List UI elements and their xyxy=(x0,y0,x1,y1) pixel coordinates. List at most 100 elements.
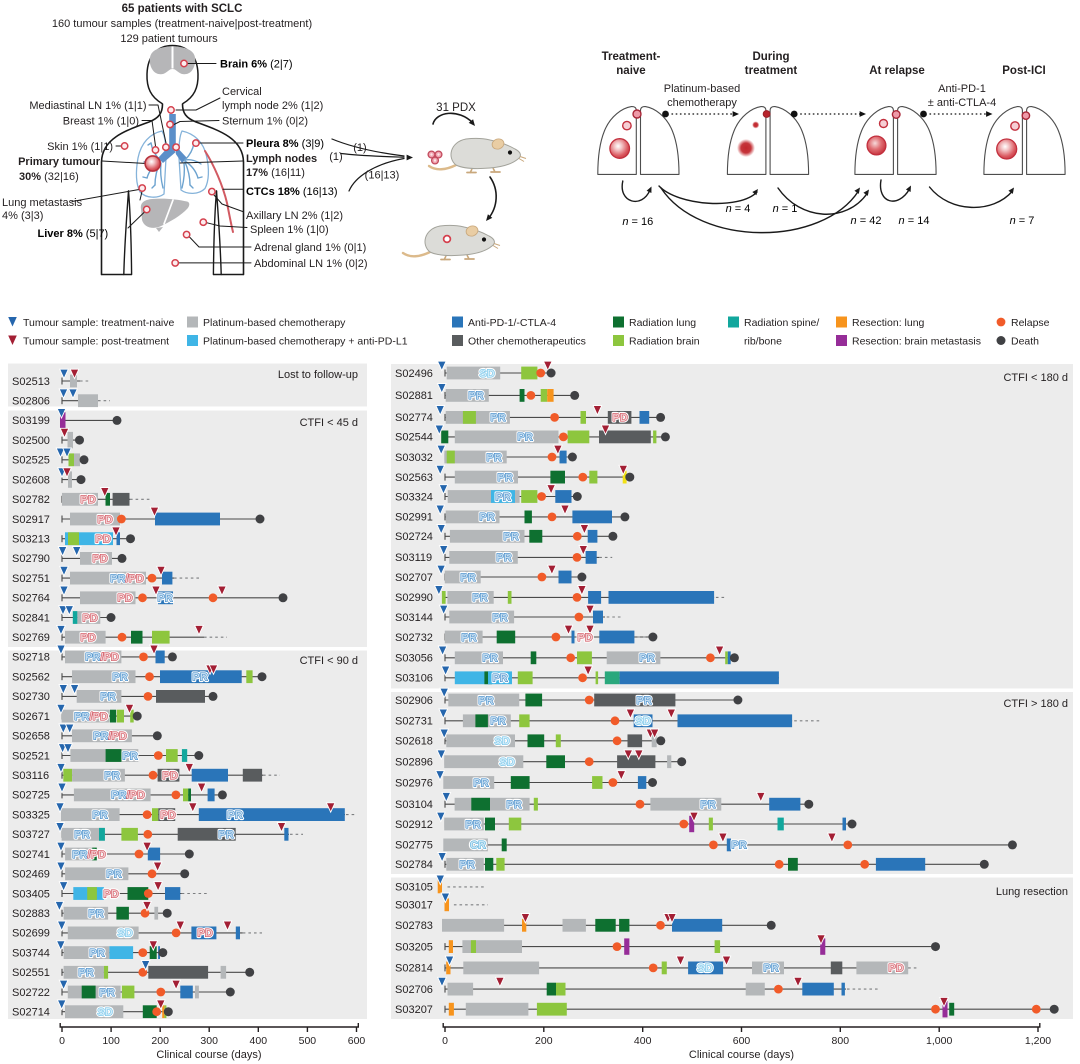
svg-text:PD: PD xyxy=(95,534,110,546)
svg-text:(1): (1) xyxy=(353,142,366,154)
svg-text:PR: PR xyxy=(465,819,480,831)
svg-text:PR: PR xyxy=(486,452,501,464)
svg-text:S03144: S03144 xyxy=(395,612,433,624)
svg-text:S02671: S02671 xyxy=(12,711,50,723)
svg-text:S03405: S03405 xyxy=(12,888,50,900)
svg-text:(16|13): (16|13) xyxy=(365,170,400,182)
svg-text:CTFI < 90 d: CTFI < 90 d xyxy=(300,655,358,667)
svg-text:S02783: S02783 xyxy=(395,920,433,932)
svg-text:S02730: S02730 xyxy=(12,691,50,703)
svg-text:PR: PR xyxy=(112,672,127,684)
svg-text:PR/PD: PR/PD xyxy=(85,652,119,664)
svg-text:S02699: S02699 xyxy=(12,928,50,940)
svg-text:PR: PR xyxy=(506,799,521,811)
svg-text:PR: PR xyxy=(100,691,115,703)
svg-text:Mediastinal LN 1% (1|1): Mediastinal LN 1% (1|1) xyxy=(29,100,146,112)
svg-text:PD: PD xyxy=(612,412,627,424)
svg-text:S02563: S02563 xyxy=(395,472,433,484)
svg-text:SD: SD xyxy=(494,736,509,748)
svg-text:S02731: S02731 xyxy=(395,716,433,728)
svg-text:S02976: S02976 xyxy=(395,777,433,789)
svg-text:Platinum-based chemotherapy +: Platinum-based chemotherapy + anti-PD-L1 xyxy=(203,336,408,348)
svg-text:PR: PR xyxy=(106,869,121,881)
svg-text:PD: PD xyxy=(577,632,592,644)
svg-text:Resection: brain metastasis: Resection: brain metastasis xyxy=(852,336,981,348)
svg-text:PR/PD: PR/PD xyxy=(93,731,127,743)
svg-text:PR: PR xyxy=(497,472,512,484)
svg-text:Radiation spine/: Radiation spine/ xyxy=(744,317,819,329)
svg-text:During: During xyxy=(752,51,789,63)
svg-text:S03207: S03207 xyxy=(395,1004,433,1016)
svg-text:PR: PR xyxy=(468,390,483,402)
svg-text:PR: PR xyxy=(89,947,104,959)
svg-text:Lost to follow-up: Lost to follow-up xyxy=(278,369,358,381)
svg-text:chemotherapy: chemotherapy xyxy=(667,97,737,109)
svg-text:SD: SD xyxy=(117,928,132,940)
svg-text:PR: PR xyxy=(490,412,505,424)
svg-text:PR: PR xyxy=(218,829,233,841)
svg-text:PR: PR xyxy=(122,750,137,762)
svg-text:n = 16: n = 16 xyxy=(622,216,653,228)
svg-text:Breast 1% (1|0): Breast 1% (1|0) xyxy=(63,116,139,128)
svg-text:PR: PR xyxy=(78,967,93,979)
svg-text:PD: PD xyxy=(82,612,97,624)
svg-text:PR/PD: PR/PD xyxy=(111,790,145,802)
svg-text:PR: PR xyxy=(492,673,507,685)
svg-text:± anti-CTLA-4: ± anti-CTLA-4 xyxy=(928,97,996,109)
svg-text:400: 400 xyxy=(250,1035,268,1047)
svg-text:PR: PR xyxy=(482,653,497,665)
svg-text:PR: PR xyxy=(482,653,497,665)
svg-text:Resection: lung: Resection: lung xyxy=(852,317,925,329)
svg-text:S02618: S02618 xyxy=(395,736,433,748)
svg-text:PR: PR xyxy=(517,432,532,444)
svg-text:S03017: S03017 xyxy=(395,900,433,912)
svg-text:SD: SD xyxy=(117,928,132,940)
svg-text:0: 0 xyxy=(442,1035,448,1047)
svg-text:PR: PR xyxy=(473,777,488,789)
svg-text:S02658: S02658 xyxy=(12,731,50,743)
svg-text:SD: SD xyxy=(494,736,509,748)
svg-text:n = 4: n = 4 xyxy=(726,203,751,215)
svg-text:Death: Death xyxy=(1011,336,1039,348)
svg-text:S02883: S02883 xyxy=(12,908,50,920)
svg-text:n = 14: n = 14 xyxy=(899,215,930,227)
svg-text:SD: SD xyxy=(499,757,514,769)
svg-text:S02722: S02722 xyxy=(12,987,50,999)
svg-text:PR: PR xyxy=(473,777,488,789)
svg-text:PR: PR xyxy=(459,859,474,871)
svg-text:S03325: S03325 xyxy=(12,809,50,821)
svg-text:PR: PR xyxy=(157,593,172,605)
svg-text:PR/PD: PR/PD xyxy=(74,711,108,723)
svg-text:PR: PR xyxy=(88,908,103,920)
svg-text:PR: PR xyxy=(503,531,518,543)
svg-text:PR: PR xyxy=(227,809,242,821)
svg-text:Pleura 8% (3|9): Pleura 8% (3|9) xyxy=(246,138,324,150)
svg-text:PR: PR xyxy=(478,695,493,707)
svg-text:S03119: S03119 xyxy=(395,552,432,564)
svg-text:PR: PR xyxy=(506,799,521,811)
svg-text:S02562: S02562 xyxy=(12,672,50,684)
svg-text:S02991: S02991 xyxy=(395,512,433,524)
svg-text:Lung resection: Lung resection xyxy=(996,886,1068,898)
svg-text:PR: PR xyxy=(478,695,493,707)
svg-text:S03105: S03105 xyxy=(395,882,433,894)
svg-text:17% (16|11): 17% (16|11) xyxy=(246,167,305,179)
svg-text:Platinum-based chemotherapy: Platinum-based chemotherapy xyxy=(203,317,346,329)
svg-text:PR: PR xyxy=(192,672,207,684)
svg-text:Abdominal LN 1% (0|2): Abdominal LN 1% (0|2) xyxy=(254,258,368,270)
svg-text:S03116: S03116 xyxy=(12,770,49,782)
svg-text:Radiation lung: Radiation lung xyxy=(629,317,696,329)
svg-text:S03032: S03032 xyxy=(395,452,433,464)
svg-text:PR: PR xyxy=(99,987,114,999)
svg-text:PR: PR xyxy=(157,593,172,605)
svg-text:S02496: S02496 xyxy=(395,368,433,380)
svg-text:PR: PR xyxy=(112,672,127,684)
svg-text:(1): (1) xyxy=(329,151,342,163)
svg-text:PD: PD xyxy=(103,888,118,900)
svg-text:PR: PR xyxy=(497,472,512,484)
svg-text:PD: PD xyxy=(197,928,212,940)
svg-text:Treatment-: Treatment- xyxy=(602,51,661,63)
svg-text:PR/PD: PR/PD xyxy=(110,573,144,585)
svg-text:Brain 6% (2|7): Brain 6% (2|7) xyxy=(220,59,293,71)
svg-text:S03199: S03199 xyxy=(12,415,50,427)
